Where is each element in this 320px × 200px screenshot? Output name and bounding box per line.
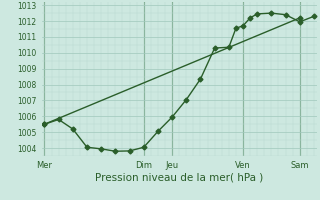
X-axis label: Pression niveau de la mer( hPa ): Pression niveau de la mer( hPa ) (95, 173, 263, 183)
